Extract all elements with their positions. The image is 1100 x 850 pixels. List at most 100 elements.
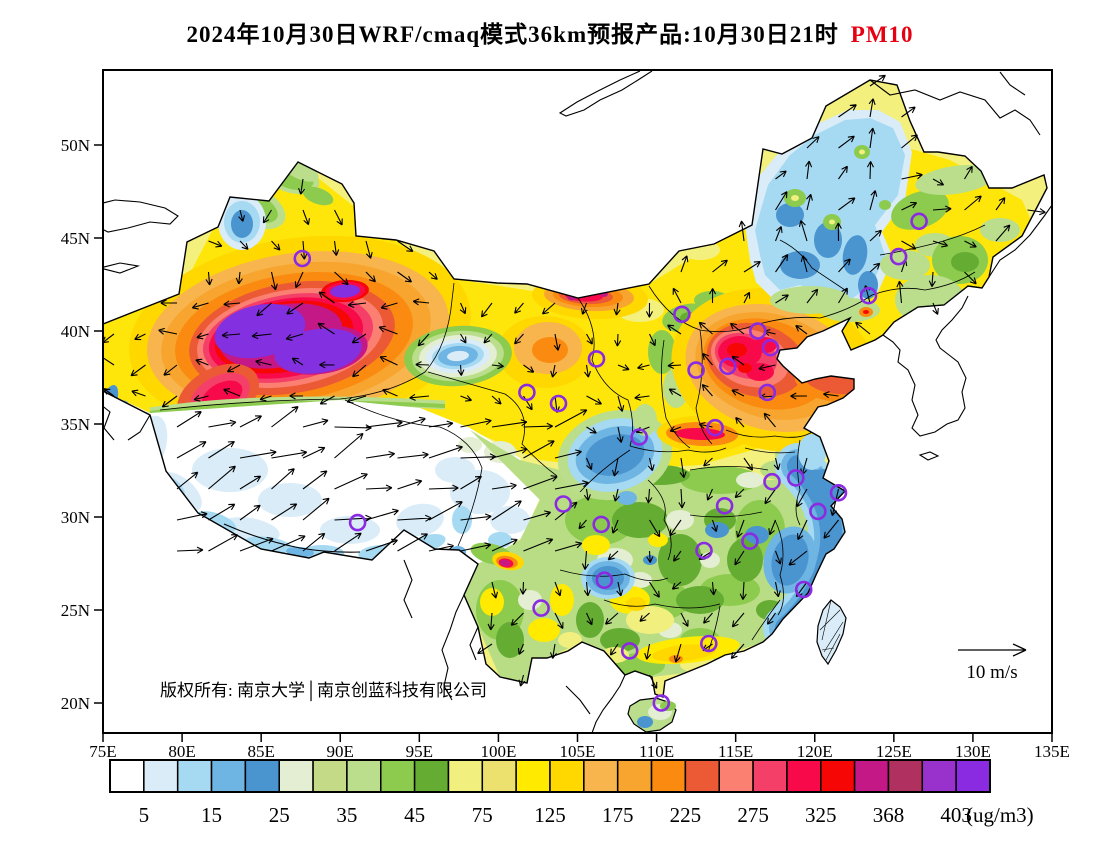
lon-tick-label: 105E	[560, 742, 596, 761]
city-marker	[673, 305, 691, 324]
colorbar-cell	[413, 759, 450, 793]
wind-scale-label: 10 m/s	[966, 662, 1017, 683]
city-marker	[758, 383, 777, 402]
nepal-border-line	[223, 523, 361, 553]
latitude-axis: 50N 45N 40N 35N 30N 25N 20N	[61, 136, 103, 713]
title-text: 2024年10月30日WRF/cmaq模式36km预报产品:10月30日21时	[186, 21, 838, 47]
colorbar-cell	[278, 759, 314, 793]
colorbar-labels: 5 15 25 35 45 75 125 175 225 275 325 368 403	[139, 803, 972, 827]
lon-tick-label: 100E	[480, 742, 516, 761]
wind-scale-legend: 10 m/s	[958, 643, 1027, 683]
colorbar-cell	[143, 759, 179, 793]
city-marker	[348, 513, 367, 532]
city-marker	[595, 571, 614, 590]
colorbar-tick-label: 175	[602, 803, 634, 827]
lon-tick-label: 130E	[955, 742, 991, 761]
title-pollutant: PM10	[851, 22, 914, 47]
colorbar-tick-label: 75	[472, 803, 493, 827]
colorbar-cell	[176, 759, 213, 793]
city-marker	[518, 383, 536, 402]
city-marker	[763, 472, 781, 491]
colorbar-cell	[955, 759, 991, 793]
city-marker	[549, 394, 568, 413]
lon-tick-label: 95E	[406, 742, 433, 761]
pm10-contour-field	[104, 80, 1047, 697]
page-title: 2024年10月30日WRF/cmaq模式36km预报产品:10月30日21时 P…	[186, 21, 913, 47]
colorbar-tick-label: 325	[805, 803, 837, 827]
vietnam-coastline	[591, 674, 626, 732]
colorbar-cell	[346, 759, 382, 793]
lon-tick-label: 80E	[168, 742, 195, 761]
taiwan-island	[816, 599, 847, 666]
china-outline	[104, 79, 1048, 698]
lat-tick-label: 35N	[61, 415, 90, 434]
colorbar-tick-label: 225	[670, 803, 702, 827]
colorbar-cell	[853, 759, 890, 793]
myanmar-border-line	[441, 594, 465, 701]
korea-coastline	[882, 295, 969, 437]
city-marker	[889, 247, 908, 266]
lake-balkhash-outline	[104, 199, 179, 233]
colorbar-tick-label: 403	[940, 803, 972, 827]
lat-tick-label: 25N	[61, 601, 90, 620]
city-marker	[652, 694, 671, 712]
colorbar-tick-label: 275	[737, 803, 769, 827]
colorbar-tick-label: 35	[336, 803, 357, 827]
city-marker	[715, 496, 734, 515]
lon-tick-label: 115E	[718, 742, 753, 761]
colorbar-tick-label: 15	[201, 803, 222, 827]
colorbar-unit: (ug/m3)	[966, 803, 1034, 827]
colorbar-cell	[244, 759, 280, 793]
colorbar-cell	[549, 759, 585, 793]
colorbar-tick-label: 368	[873, 803, 905, 827]
colorbar-cell	[312, 759, 348, 793]
city-marker	[761, 338, 780, 357]
lake-baikal-outline	[558, 71, 653, 117]
colorbar-cell	[583, 759, 619, 793]
city-marker	[695, 541, 713, 560]
colorbar-cell	[786, 759, 822, 793]
city-marker	[829, 483, 848, 502]
amur-coast-line	[869, 79, 1041, 136]
colorbar-cell	[820, 759, 856, 793]
colorbar-cell	[650, 759, 687, 793]
city-marker	[748, 322, 767, 340]
lon-tick-label: 120E	[797, 742, 833, 761]
city-marker	[620, 642, 639, 660]
city-marker	[741, 532, 759, 551]
city-marker	[794, 580, 813, 599]
colorbar-cell	[380, 759, 416, 793]
colorbar-tick-label: 5	[139, 803, 150, 827]
lon-tick-label: 135E	[1034, 742, 1070, 761]
lon-tick-label: 125E	[876, 742, 912, 761]
lat-tick-label: 50N	[61, 136, 90, 155]
lat-tick-label: 40N	[61, 322, 90, 341]
city-marker	[718, 357, 737, 376]
longitude-axis: 75E 80E 85E 90E 95E 100E 105E 110E 115E 120E 125E 1…	[89, 733, 1070, 761]
colorbar-cell	[718, 759, 754, 793]
lat-tick-label: 30N	[61, 508, 90, 527]
colorbar-cell	[210, 759, 247, 793]
japan-sea-coast-line	[988, 205, 1051, 278]
colorbar-cell	[684, 759, 720, 793]
city-markers	[293, 212, 928, 712]
colorbar-cell	[109, 759, 145, 793]
city-marker	[786, 469, 805, 487]
wind-vector-arrows	[104, 74, 1046, 689]
wind-scale-arrow-icon	[958, 643, 1027, 657]
city-marker	[630, 428, 649, 446]
colorbar	[109, 759, 991, 793]
city-marker	[554, 495, 573, 513]
city-marker	[587, 350, 606, 368]
lon-tick-label: 75E	[89, 742, 116, 761]
colorbar-frame	[109, 759, 991, 793]
city-marker	[706, 418, 724, 437]
city-marker	[592, 515, 611, 534]
colorbar-cell	[481, 759, 517, 793]
city-marker	[687, 361, 705, 379]
colorbar-cell	[921, 759, 957, 793]
colorbar-tick-label: 45	[404, 803, 425, 827]
colorbar-cell	[752, 759, 788, 793]
